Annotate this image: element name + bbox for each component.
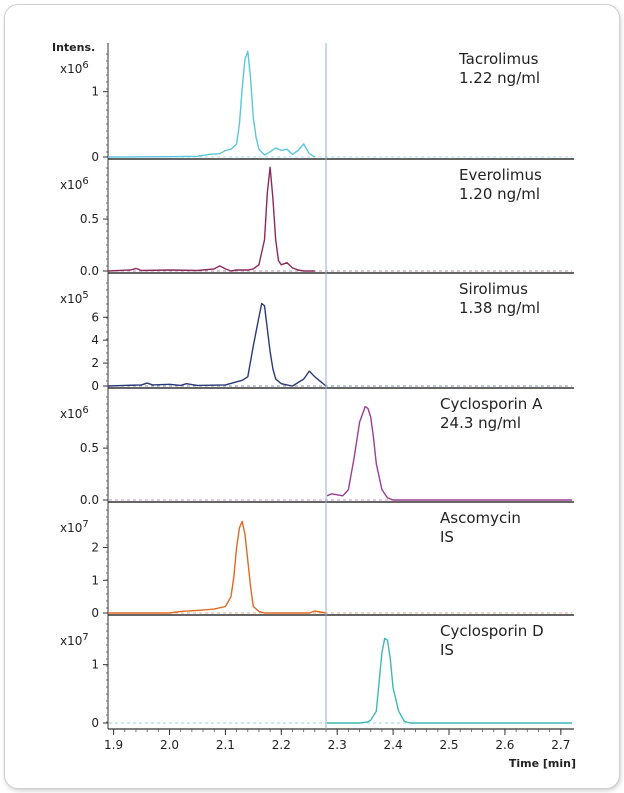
x-tick-label: 2.0 xyxy=(160,738,179,752)
x-axis-title: Time [min] xyxy=(509,757,576,770)
x-tick-label: 2.5 xyxy=(439,738,458,752)
y-multiplier-label: x107 xyxy=(60,519,89,535)
trace-line xyxy=(327,637,572,724)
compound-name-label: Sirolimus xyxy=(459,280,528,298)
compound-amount-label: IS xyxy=(440,641,454,659)
x-tick-label: 1.9 xyxy=(104,738,123,752)
y-multiplier-label: x106 xyxy=(60,176,89,192)
trace-line xyxy=(107,50,316,158)
y-tick-label: 6 xyxy=(91,310,99,324)
y-multiplier-exponent: 7 xyxy=(82,632,88,643)
x-tick-label: 2.6 xyxy=(495,738,514,752)
y-multiplier-exponent: 6 xyxy=(82,405,88,416)
trace-line xyxy=(326,405,572,501)
y-axis-title: Intens. xyxy=(52,41,95,54)
x-tick-label: 2.7 xyxy=(551,738,570,752)
compound-name-label: Cyclosporin D xyxy=(440,622,544,640)
compound-amount-label: IS xyxy=(440,528,454,546)
y-multiplier-label: x106 xyxy=(60,405,89,421)
y-tick-label: 0.5 xyxy=(80,441,99,455)
trace-line xyxy=(108,520,327,614)
y-tick-label: 0 xyxy=(91,716,99,730)
y-tick-label: 0.0 xyxy=(80,264,99,278)
compound-name-label: Ascomycin xyxy=(440,509,521,527)
compound-amount-label: 1.38 ng/ml xyxy=(459,299,540,317)
y-tick-label: 0.5 xyxy=(80,212,99,226)
trace-line xyxy=(107,302,327,387)
x-tick-label: 2.1 xyxy=(216,738,235,752)
compound-name-label: Tacrolimus xyxy=(458,50,539,68)
y-tick-label: 0 xyxy=(91,379,99,393)
y-tick-label: 2 xyxy=(91,356,99,370)
x-tick-label: 2.3 xyxy=(328,738,347,752)
y-tick-label: 1 xyxy=(91,658,99,672)
y-multiplier-label: x105 xyxy=(60,290,89,306)
y-tick-label: 1 xyxy=(91,573,99,587)
y-multiplier-exponent: 6 xyxy=(82,176,88,187)
y-multiplier-exponent: 7 xyxy=(82,519,88,530)
y-multiplier-exponent: 6 xyxy=(82,60,88,71)
y-multiplier-label: x106 xyxy=(60,60,89,76)
y-multiplier-exponent: 5 xyxy=(82,290,88,301)
y-tick-label: 0 xyxy=(91,150,99,164)
y-tick-label: 4 xyxy=(91,333,99,347)
y-multiplier-label: x107 xyxy=(60,632,89,648)
compound-name-label: Cyclosporin A xyxy=(440,395,543,413)
compound-amount-label: 1.20 ng/ml xyxy=(459,185,540,203)
trace-line xyxy=(107,166,315,272)
y-tick-label: 1 xyxy=(91,85,99,99)
chart-card: Intens. Time [min] 0 1 x106 Tacrolimus 1.22 … xyxy=(4,4,620,789)
compound-amount-label: 24.3 ng/ml xyxy=(440,414,521,432)
x-axis: 1.9 2.0 2.1 2.2 2.3 2.4 2.5 2.6 2.7 xyxy=(104,728,574,752)
y-tick-label: 0 xyxy=(91,606,99,620)
compound-name-label: Everolimus xyxy=(459,166,542,184)
compound-amount-label: 1.22 ng/ml xyxy=(459,69,540,87)
y-tick-label: 2 xyxy=(91,541,99,555)
x-tick-label: 2.2 xyxy=(272,738,291,752)
x-tick-label: 2.4 xyxy=(384,738,403,752)
y-tick-label: 0.0 xyxy=(80,493,99,507)
